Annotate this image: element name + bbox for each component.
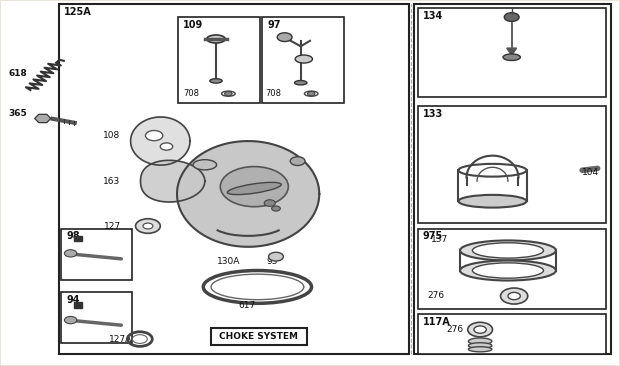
Bar	[61, 229, 133, 280]
Text: 125A: 125A	[64, 7, 92, 17]
Text: 365: 365	[8, 109, 27, 118]
Ellipse shape	[460, 240, 556, 261]
Ellipse shape	[228, 182, 281, 195]
Text: 104: 104	[582, 168, 600, 176]
Bar	[418, 314, 606, 354]
Text: 94: 94	[66, 295, 80, 305]
Ellipse shape	[210, 79, 222, 83]
Ellipse shape	[468, 347, 492, 352]
Ellipse shape	[468, 343, 492, 348]
Text: 708: 708	[265, 89, 281, 98]
Bar	[61, 292, 133, 343]
Circle shape	[308, 92, 315, 96]
Text: 708: 708	[183, 89, 199, 98]
Bar	[60, 4, 409, 354]
Circle shape	[220, 167, 288, 207]
Ellipse shape	[295, 55, 312, 63]
Text: 618: 618	[8, 69, 27, 78]
Circle shape	[474, 326, 486, 333]
Text: 109: 109	[183, 20, 203, 30]
Text: 108: 108	[103, 131, 120, 140]
Circle shape	[500, 288, 528, 304]
Bar	[418, 8, 606, 97]
Text: 117A: 117A	[423, 317, 450, 327]
Text: 134: 134	[423, 11, 443, 21]
Circle shape	[272, 206, 280, 211]
Text: eReplacementParts.com: eReplacementParts.com	[182, 189, 309, 199]
Polygon shape	[131, 117, 190, 165]
Polygon shape	[35, 114, 51, 123]
Circle shape	[264, 200, 275, 206]
Text: 617: 617	[239, 300, 256, 310]
Text: 133: 133	[423, 109, 443, 119]
Ellipse shape	[460, 261, 556, 280]
Text: CHOKE SYSTEM: CHOKE SYSTEM	[219, 332, 298, 341]
Text: 276: 276	[446, 325, 463, 334]
Circle shape	[143, 223, 153, 229]
Bar	[262, 17, 344, 103]
Ellipse shape	[294, 81, 307, 85]
Circle shape	[64, 250, 77, 257]
Text: 98: 98	[66, 231, 80, 242]
Text: 975: 975	[423, 231, 443, 242]
Polygon shape	[74, 302, 82, 308]
Text: 127: 127	[104, 221, 122, 231]
Circle shape	[146, 131, 163, 141]
Ellipse shape	[458, 195, 526, 208]
Ellipse shape	[472, 263, 544, 278]
Bar	[414, 4, 611, 354]
Circle shape	[268, 252, 283, 261]
Ellipse shape	[472, 243, 544, 258]
Polygon shape	[507, 48, 516, 55]
Bar	[418, 107, 606, 223]
Text: 130A: 130A	[217, 257, 241, 266]
Circle shape	[504, 13, 519, 22]
Ellipse shape	[193, 160, 216, 170]
Text: 97: 97	[267, 20, 281, 30]
Polygon shape	[141, 160, 205, 202]
Bar	[418, 229, 606, 309]
Circle shape	[161, 143, 172, 150]
Ellipse shape	[206, 35, 225, 43]
Ellipse shape	[468, 338, 492, 344]
Circle shape	[64, 317, 77, 324]
Text: 163: 163	[103, 177, 120, 186]
Polygon shape	[74, 236, 82, 241]
Circle shape	[290, 157, 305, 165]
Text: 137: 137	[431, 235, 448, 244]
Bar	[178, 17, 260, 103]
Bar	[211, 328, 307, 345]
Circle shape	[467, 322, 492, 337]
Text: 95: 95	[267, 257, 278, 266]
Circle shape	[136, 219, 161, 233]
Text: 127A: 127A	[109, 335, 133, 344]
Text: 276: 276	[428, 291, 445, 300]
Circle shape	[224, 92, 232, 96]
Circle shape	[277, 33, 292, 41]
Ellipse shape	[503, 54, 520, 60]
Circle shape	[508, 292, 520, 300]
Polygon shape	[177, 141, 319, 247]
